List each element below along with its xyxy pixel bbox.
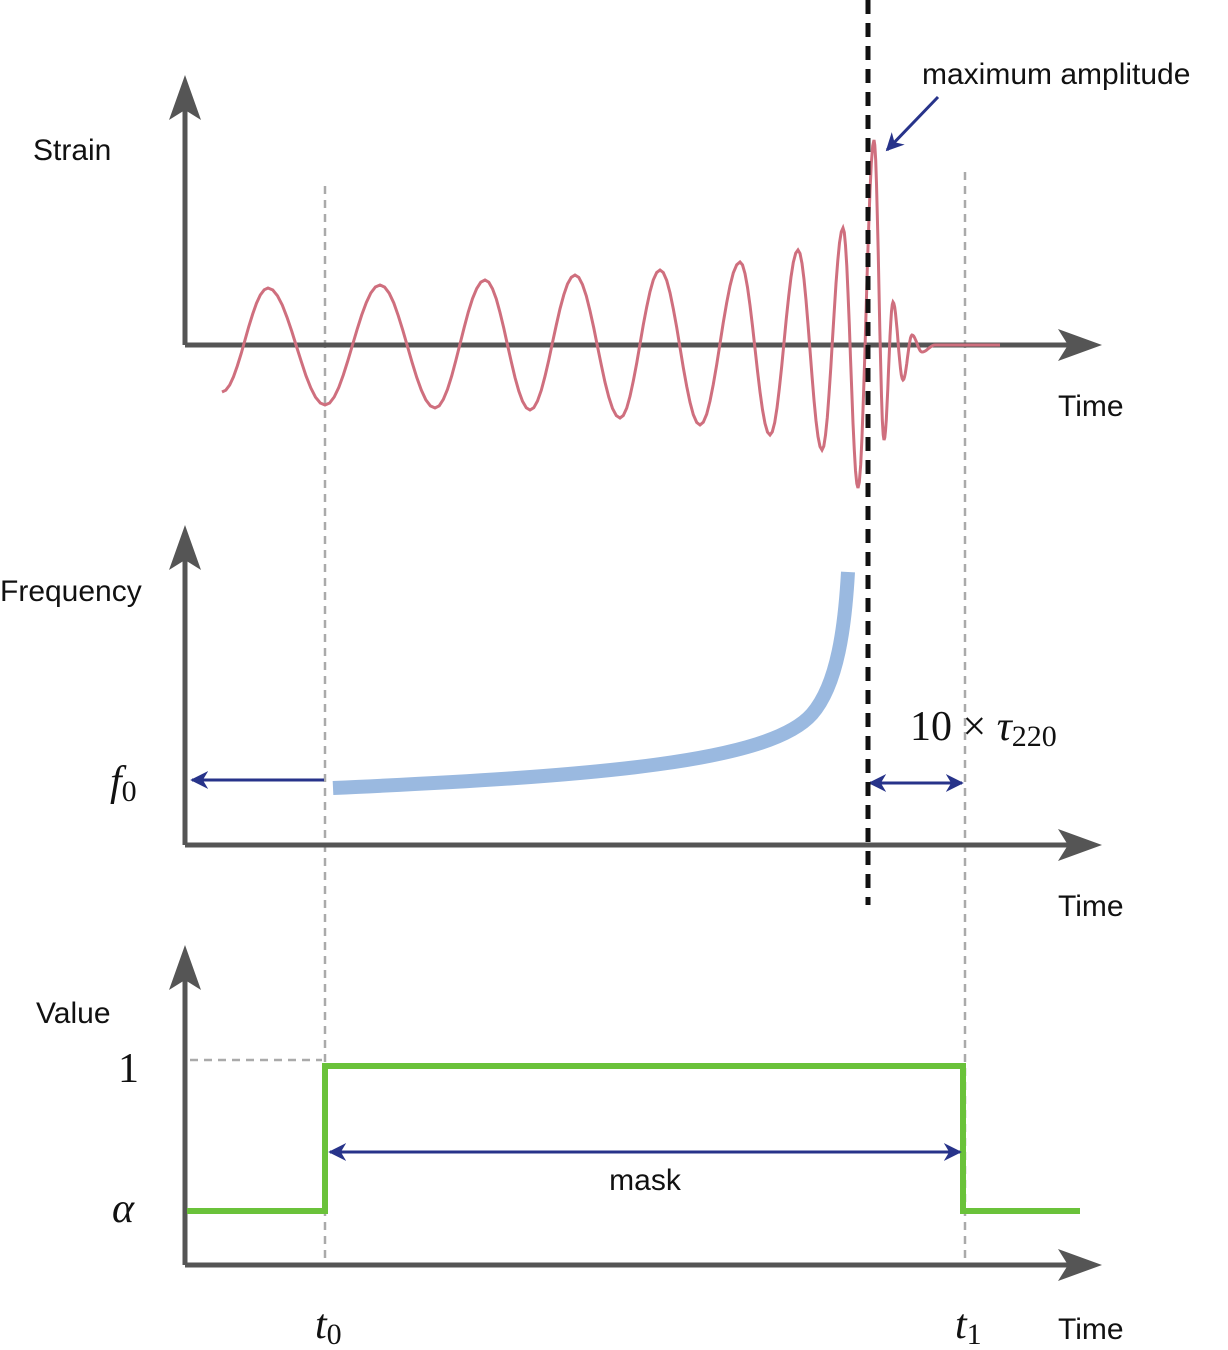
subscript: 1 — [967, 1318, 982, 1350]
prefix: 10 × — [910, 704, 997, 750]
y-label: Frequency — [0, 575, 142, 608]
annotation-arrow — [885, 95, 940, 152]
subscript: 0 — [122, 775, 137, 808]
symbol: τ — [997, 704, 1014, 750]
level-label: α — [112, 1186, 135, 1232]
strain-waveform — [221, 139, 1000, 489]
subscript: 0 — [327, 1318, 342, 1350]
mask-function — [187, 1063, 1080, 1214]
f0-label: f0 — [110, 759, 137, 808]
x-label: Time — [1058, 1313, 1124, 1346]
annotation: maximum amplitude — [922, 58, 1190, 91]
axis-arrow — [169, 525, 201, 570]
subscript: 220 — [1012, 720, 1057, 753]
x-label: Time — [1058, 890, 1124, 923]
axis-arrow — [1058, 1249, 1102, 1281]
y-label: Value — [36, 997, 111, 1030]
axis-arrow — [169, 945, 201, 990]
y-label: Strain — [33, 134, 111, 167]
symbol: t — [315, 1302, 328, 1348]
ringdown-label: 10 × τ220 — [910, 704, 1057, 753]
axis-arrow — [1058, 829, 1102, 861]
t0-label: t0 — [315, 1302, 342, 1350]
axis-arrow — [1058, 329, 1102, 361]
level-label: 1 — [118, 1046, 139, 1092]
symbol: t — [955, 1302, 968, 1348]
frequency-curve — [332, 571, 855, 795]
x-label: Time — [1058, 390, 1124, 423]
axis-arrow — [169, 75, 201, 120]
mask-label: mask — [609, 1164, 682, 1197]
t1-label: t1 — [955, 1302, 982, 1350]
